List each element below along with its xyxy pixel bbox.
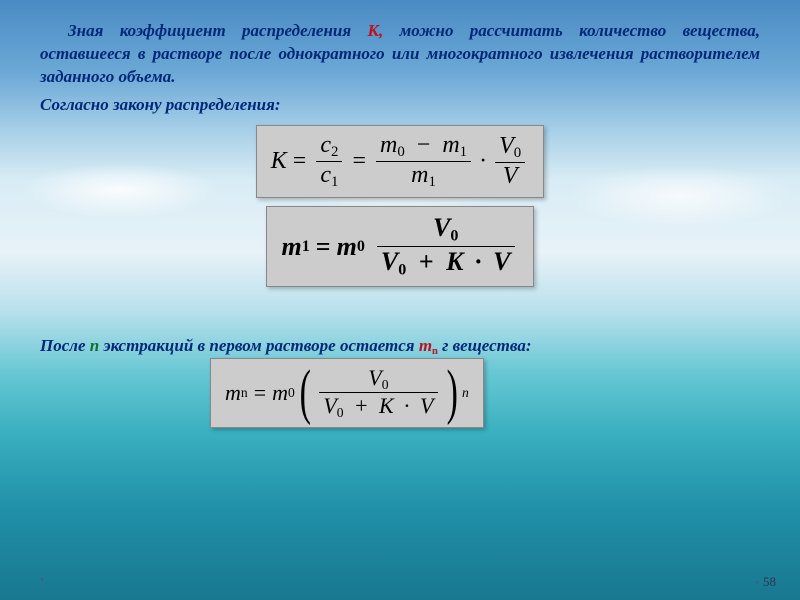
f3-power: n [462, 385, 469, 401]
formula-3-wrap: mn = m0 ( V0 V0 + K · V ) n [210, 358, 760, 428]
paragraph-1: Зная коэффициент распределения К, можно … [40, 20, 760, 89]
f3-frac: V0 V0 + K · V [319, 365, 437, 421]
formula-2-box: m1 = m0 V0 V0 + K · V [266, 206, 533, 287]
paragraph-3: После n экстракций в первом растворе ост… [40, 335, 532, 359]
slide-content: Зная коэффициент распределения К, можно … [0, 0, 800, 600]
f1-frac-c: c2 c1 [316, 132, 342, 192]
f2-frac: V0 V0 + K · V [377, 213, 515, 280]
formula-2-wrap: m1 = m0 V0 V0 + K · V [40, 206, 760, 287]
para1-k: К, [367, 21, 383, 40]
f1-frac-m: m0 − m1 m1 [376, 132, 471, 192]
formula-1-wrap: K = c2 c1 = m0 − m1 m1 · [40, 125, 760, 199]
formula-3-box: mn = m0 ( V0 V0 + K · V ) n [210, 358, 484, 428]
f1-lhs: K [271, 148, 287, 175]
f1-frac-v: V0 V [495, 133, 525, 191]
footer-bullet: • [40, 574, 44, 586]
formula-1-box: K = c2 c1 = m0 − m1 m1 · [256, 125, 544, 199]
paragraph-3-wrap: После n экстракций в первом растворе ост… [40, 335, 760, 359]
page-number: 58 [755, 574, 776, 590]
paragraph-2: Согласно закону распределения: [40, 95, 760, 115]
para1-lead: Зная коэффициент распределения [68, 21, 367, 40]
